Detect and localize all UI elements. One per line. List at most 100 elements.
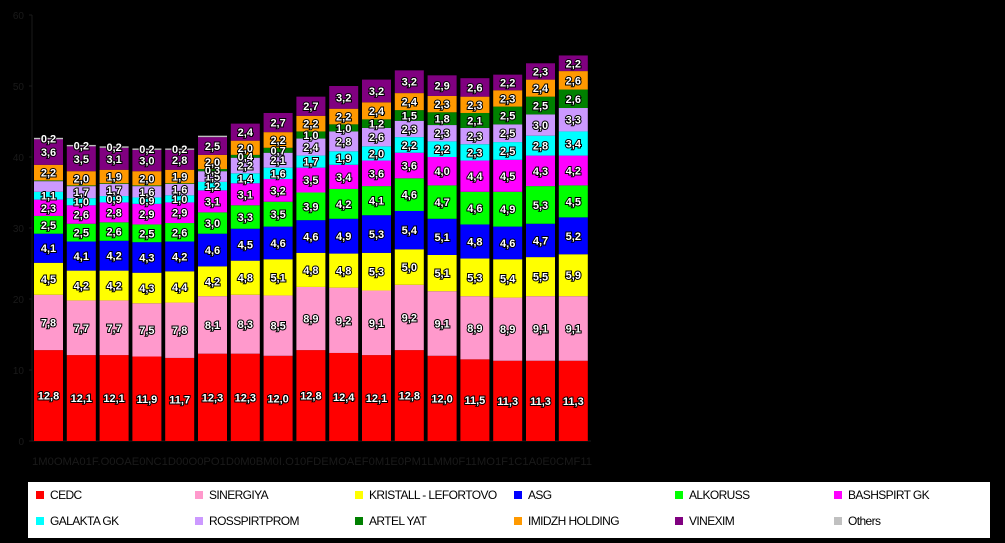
bar-segment xyxy=(263,226,293,260)
bar-segment xyxy=(230,353,260,441)
data-label: 5,3 xyxy=(533,200,548,212)
bar-segment xyxy=(198,190,227,213)
data-label: 1,4 xyxy=(238,173,254,185)
bar-segment xyxy=(132,171,162,186)
legend-label: ASG xyxy=(528,488,552,502)
bar-segment xyxy=(66,270,96,301)
bar-segment xyxy=(329,151,359,165)
data-label: 1,7 xyxy=(74,187,89,199)
data-label: 3,3 xyxy=(566,115,581,127)
bar-segment xyxy=(165,195,195,203)
bar-segment xyxy=(460,127,490,145)
bar-segment xyxy=(165,183,195,196)
bar-segment xyxy=(362,160,391,187)
bar-segment xyxy=(198,353,227,441)
data-label: 2,8 xyxy=(533,141,548,153)
data-label: 0,4 xyxy=(238,151,254,163)
bar-segment xyxy=(329,108,359,125)
bar-segment xyxy=(558,89,588,109)
data-label: 2,6 xyxy=(566,94,581,106)
bar-segment xyxy=(394,284,424,351)
data-label: 2,8 xyxy=(106,207,121,219)
legend-item: ROSSPIRTPROM xyxy=(195,514,300,528)
data-label: 5,3 xyxy=(467,272,482,284)
bar-segment xyxy=(362,215,391,253)
bar-segment xyxy=(230,294,260,354)
data-label: 0,9 xyxy=(106,194,121,206)
data-label: 2,6 xyxy=(106,227,121,239)
bar-segment xyxy=(526,155,555,187)
data-label: 3,6 xyxy=(402,161,417,173)
data-label: 2,4 xyxy=(369,106,385,118)
data-label: 3,1 xyxy=(205,196,220,208)
data-label: 2,1 xyxy=(270,155,285,167)
bar-segment xyxy=(329,131,359,152)
legend-label: ALKORUSS xyxy=(689,488,750,502)
bar-segment xyxy=(99,240,129,271)
legend-item: IMIDZH HOLDING xyxy=(514,514,620,528)
data-label: 0,2 xyxy=(139,144,154,156)
bar-segment xyxy=(296,131,326,139)
data-label: 12,1 xyxy=(366,393,387,405)
data-label: 12,8 xyxy=(399,391,420,403)
data-label: 2,3 xyxy=(467,131,482,143)
data-label: 4,9 xyxy=(500,204,515,216)
data-label: 2,3 xyxy=(41,203,56,215)
data-label: 2,5 xyxy=(500,128,515,140)
bar-segment xyxy=(263,147,293,153)
data-label: 4,6 xyxy=(467,203,482,215)
legend-swatch xyxy=(355,517,363,525)
data-label: 2,6 xyxy=(467,82,482,94)
legend-label: KRISTALL - LEFORTOVO xyxy=(369,488,497,502)
chart-legend: CEDC SINERGIYA KRISTALL - LEFORTOVO ASG ALKO… xyxy=(28,482,990,538)
legend-label: BASHSPIRT GK xyxy=(848,488,930,502)
legend-label: ROSSPIRTPROM xyxy=(209,514,300,528)
data-label: 8,5 xyxy=(270,321,285,333)
data-label: 3,6 xyxy=(41,147,56,159)
bar-segment xyxy=(230,123,260,141)
data-label: 12,0 xyxy=(267,393,288,405)
bar-segment xyxy=(394,70,424,94)
bar-segment xyxy=(165,183,195,184)
bar-segment xyxy=(296,115,326,132)
data-label: 4,5 xyxy=(500,171,515,183)
bar-segment xyxy=(198,233,227,267)
bar-segment xyxy=(34,215,63,234)
bar-segment xyxy=(493,297,523,361)
bar-segment xyxy=(34,180,63,182)
bar-segment xyxy=(427,157,457,186)
data-label: 3,5 xyxy=(303,175,318,187)
bar-segment xyxy=(460,78,490,97)
legend-item: ARTEL YAT xyxy=(355,514,427,528)
bar-segment xyxy=(263,355,293,441)
bar-segment xyxy=(132,242,162,273)
data-label: 4,5 xyxy=(41,274,56,286)
bar-segment xyxy=(296,167,326,193)
data-labels: 12,87,84,54,12,52,31,12,23,60,212,17,74,… xyxy=(37,57,585,409)
data-label: 11,3 xyxy=(563,396,584,408)
data-label: 1,9 xyxy=(106,172,121,184)
legend-item: GALAKTA GK xyxy=(36,514,119,528)
data-label: 4,2 xyxy=(205,276,220,288)
data-label: 9,1 xyxy=(533,323,548,335)
data-label: 2,3 xyxy=(402,124,417,136)
bar-segment xyxy=(296,96,326,116)
data-label: 7,7 xyxy=(106,323,121,335)
bar-segment xyxy=(526,257,555,297)
bar-segment xyxy=(526,186,555,224)
bar-segment xyxy=(394,137,424,153)
bar-segment xyxy=(132,356,162,441)
data-label: 2,4 xyxy=(238,127,254,139)
data-label: 4,8 xyxy=(336,266,351,278)
bar-segment xyxy=(394,93,424,111)
bar-segment xyxy=(296,350,326,441)
data-label: 2,0 xyxy=(205,157,220,169)
data-label: 2,6 xyxy=(369,132,384,144)
data-label: 1,5 xyxy=(205,172,220,184)
data-label: 4,6 xyxy=(205,245,220,257)
bar-segment xyxy=(394,210,424,250)
data-label: 2,6 xyxy=(172,227,187,239)
bar-segment xyxy=(99,183,129,184)
data-label: 2,9 xyxy=(434,81,449,93)
bar-segment xyxy=(427,75,457,96)
